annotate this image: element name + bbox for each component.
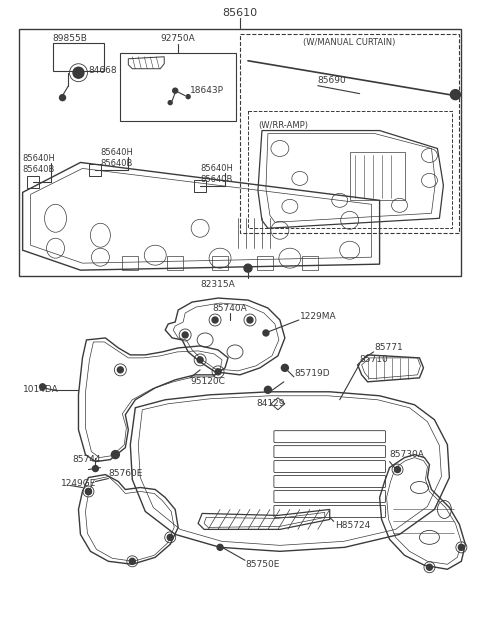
Circle shape [395, 466, 400, 473]
Text: 85760E: 85760E [108, 469, 143, 478]
Bar [19, 29, 461, 276]
Text: H85724: H85724 [335, 521, 370, 530]
Text: 85750E: 85750E [245, 560, 279, 569]
Circle shape [85, 489, 91, 494]
Text: 85640B: 85640B [200, 175, 232, 184]
Bar [257, 256, 273, 270]
Text: 1249GE: 1249GE [60, 479, 96, 488]
Circle shape [426, 564, 432, 570]
Bar [167, 256, 183, 270]
Circle shape [93, 466, 98, 471]
Circle shape [186, 94, 190, 99]
Text: 85640H: 85640H [100, 148, 133, 157]
Text: 85690: 85690 [318, 76, 347, 85]
Text: 85640H: 85640H [23, 154, 56, 163]
Text: 84668: 84668 [88, 66, 117, 75]
Circle shape [263, 330, 269, 336]
Text: (W/RR-AMP): (W/RR-AMP) [258, 121, 308, 130]
Text: 85730A: 85730A [390, 450, 424, 459]
Circle shape [247, 317, 253, 323]
Circle shape [212, 317, 218, 323]
Circle shape [215, 369, 221, 375]
Text: 92750A: 92750A [161, 34, 195, 43]
Circle shape [244, 264, 252, 272]
Text: 18643P: 18643P [190, 86, 224, 95]
Bar [52, 43, 104, 71]
Text: 85640H: 85640H [200, 164, 233, 173]
Circle shape [173, 88, 178, 93]
Bar [302, 256, 318, 270]
Circle shape [264, 386, 271, 393]
Circle shape [85, 489, 91, 494]
Circle shape [167, 535, 173, 540]
Text: 85771: 85771 [374, 343, 403, 352]
Text: 82315A: 82315A [201, 279, 235, 288]
Text: 85719D: 85719D [295, 369, 330, 378]
Circle shape [39, 384, 46, 390]
Circle shape [111, 450, 120, 459]
Circle shape [450, 90, 460, 100]
Bar [248, 110, 452, 228]
Bar [89, 165, 101, 177]
Bar [240, 34, 459, 234]
Circle shape [458, 544, 464, 551]
Bar [350, 152, 405, 200]
Circle shape [168, 101, 172, 105]
Bar [120, 53, 236, 121]
Text: 85740A: 85740A [213, 304, 247, 313]
Text: 85710: 85710 [360, 355, 388, 364]
Circle shape [60, 94, 65, 101]
Bar [194, 181, 206, 193]
Circle shape [117, 367, 123, 373]
Text: 1229MA: 1229MA [300, 311, 336, 320]
Circle shape [217, 544, 223, 551]
Text: 85640B: 85640B [23, 165, 55, 174]
Circle shape [73, 67, 84, 78]
Text: 89855B: 89855B [52, 34, 87, 43]
Bar [122, 256, 138, 270]
Text: 85640B: 85640B [100, 159, 133, 168]
Text: 95120C: 95120C [190, 377, 225, 387]
Circle shape [197, 357, 203, 363]
Bar [212, 256, 228, 270]
Circle shape [182, 332, 188, 338]
Bar [26, 177, 38, 188]
Circle shape [129, 558, 135, 564]
Text: 85744: 85744 [72, 455, 101, 464]
Text: 85610: 85610 [222, 8, 258, 18]
Text: (W/MANUAL CURTAIN): (W/MANUAL CURTAIN) [303, 38, 396, 47]
Text: 84129: 84129 [256, 399, 285, 408]
Circle shape [281, 364, 288, 371]
Text: 1014DA: 1014DA [23, 385, 59, 394]
